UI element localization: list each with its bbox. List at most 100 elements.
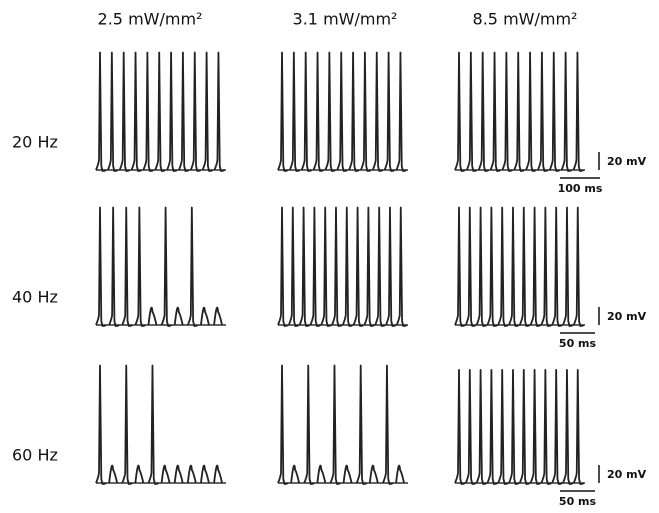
spike xyxy=(501,51,514,172)
spike xyxy=(213,51,226,172)
spike xyxy=(562,369,574,485)
spike xyxy=(173,464,184,484)
spike xyxy=(395,464,405,484)
spike xyxy=(363,206,376,327)
spike xyxy=(497,369,509,485)
spike xyxy=(277,51,289,172)
spike xyxy=(303,364,315,485)
spike xyxy=(201,51,214,172)
spike xyxy=(160,206,173,327)
spike xyxy=(277,364,289,485)
spike xyxy=(147,306,158,326)
spike xyxy=(108,206,120,327)
spike xyxy=(178,51,190,172)
spike xyxy=(355,364,368,485)
spike xyxy=(200,464,210,484)
column-header: 8.5 mW/mm² xyxy=(473,10,578,29)
voltage-scale-label: 20 mV xyxy=(607,155,647,168)
spike xyxy=(142,51,155,172)
spike xyxy=(300,51,313,172)
time-scale-label: 50 ms xyxy=(559,337,597,350)
spike xyxy=(309,206,322,327)
spike xyxy=(336,51,348,172)
spike xyxy=(95,206,107,327)
time-scale-label: 50 ms xyxy=(559,495,597,508)
spike xyxy=(572,206,585,327)
spike xyxy=(121,364,133,485)
spike xyxy=(312,51,325,172)
spike xyxy=(95,51,107,172)
spike xyxy=(213,306,223,326)
spike xyxy=(508,206,520,327)
time-scale-label: 100 ms xyxy=(558,182,603,195)
spike xyxy=(374,206,386,327)
spike xyxy=(489,51,502,172)
spike xyxy=(572,369,585,485)
row-label: 20 Hz xyxy=(12,133,58,152)
spike xyxy=(360,51,372,172)
spike xyxy=(341,206,354,327)
column-header: 3.1 mW/mm² xyxy=(293,10,398,29)
spike xyxy=(118,51,131,172)
spike xyxy=(562,206,574,327)
spike xyxy=(454,206,466,327)
spike xyxy=(551,206,563,327)
spike xyxy=(147,364,160,485)
spike xyxy=(213,464,223,484)
spike xyxy=(464,206,477,327)
spike xyxy=(551,369,563,485)
spike xyxy=(186,464,197,484)
spike xyxy=(160,464,171,484)
spike xyxy=(518,206,531,327)
spike xyxy=(513,51,525,172)
spike xyxy=(525,51,537,172)
spike xyxy=(454,51,466,172)
spike xyxy=(385,206,397,327)
spike xyxy=(475,206,488,327)
spike xyxy=(277,206,289,327)
spike xyxy=(130,51,143,172)
column-header: 2.5 mW/mm² xyxy=(98,10,203,29)
spike xyxy=(189,51,202,172)
spike xyxy=(348,51,360,172)
spike xyxy=(121,206,133,327)
spike xyxy=(134,206,146,327)
spike xyxy=(371,51,384,172)
spike xyxy=(166,51,178,172)
spike xyxy=(537,51,549,172)
spike xyxy=(316,464,327,484)
spike xyxy=(134,464,145,484)
spike xyxy=(548,51,561,172)
spike xyxy=(200,306,210,326)
row-label: 40 Hz xyxy=(12,288,58,307)
spike xyxy=(395,206,408,327)
spike xyxy=(454,369,466,485)
row-label: 60 Hz xyxy=(12,446,58,465)
spike xyxy=(320,206,332,327)
spike xyxy=(107,51,119,172)
spike xyxy=(529,369,542,485)
spike xyxy=(289,51,301,172)
spike xyxy=(477,51,490,172)
spike xyxy=(560,51,573,172)
voltage-scale-label: 20 mV xyxy=(607,468,647,481)
spike xyxy=(518,369,531,485)
spike xyxy=(540,206,553,327)
spike xyxy=(108,464,118,484)
spike xyxy=(466,51,478,172)
spike xyxy=(529,206,542,327)
spike xyxy=(486,206,499,327)
spike xyxy=(173,306,184,326)
spike xyxy=(464,369,477,485)
spike xyxy=(342,464,353,484)
spike xyxy=(290,464,300,484)
spike xyxy=(324,51,337,172)
voltage-scale-label: 20 mV xyxy=(607,310,647,323)
spike xyxy=(154,51,166,172)
spike xyxy=(287,206,300,327)
spike xyxy=(572,51,585,172)
spike xyxy=(486,369,499,485)
spike xyxy=(298,206,311,327)
spike xyxy=(95,364,107,485)
